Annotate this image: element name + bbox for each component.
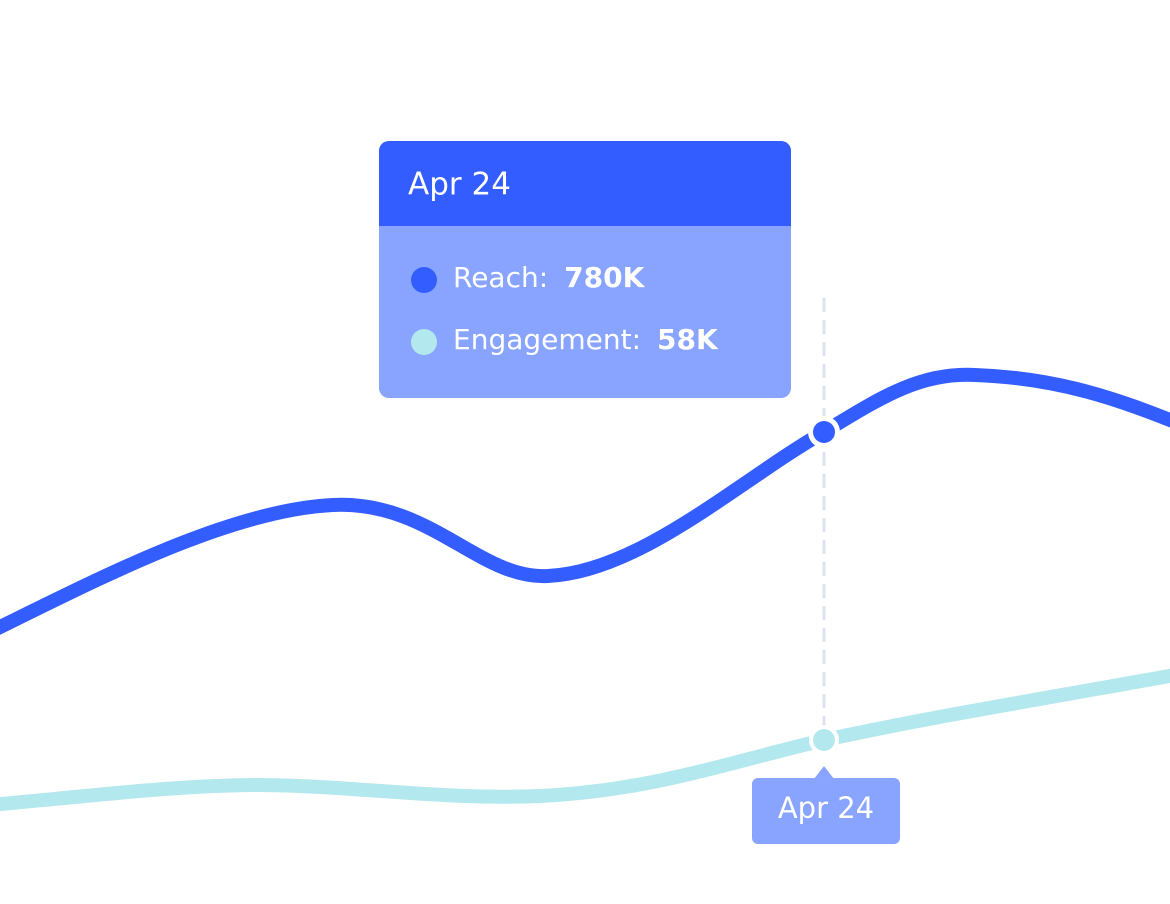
tooltip-title: Apr 24 [408, 167, 511, 203]
engagement-line [0, 668, 1170, 812]
tooltip-value: 780K [564, 261, 645, 294]
legend-dot [411, 267, 437, 293]
badge-box [752, 778, 900, 844]
badge-pointer [814, 766, 834, 779]
legend-dot [411, 329, 437, 355]
reach-marker [813, 421, 835, 443]
tooltip-header [379, 141, 791, 226]
engagement-marker [813, 729, 835, 751]
tooltip: Apr 24 Reach: 780K Engagement: 58K [379, 141, 791, 398]
x-label: Apr 24 [778, 791, 874, 825]
reach-line [0, 367, 1170, 635]
tooltip-value: 58K [657, 323, 719, 356]
x-label-badge: Apr 24 [752, 766, 900, 844]
tooltip-label: Engagement: [453, 323, 641, 356]
tooltip-label: Reach: [453, 261, 548, 294]
